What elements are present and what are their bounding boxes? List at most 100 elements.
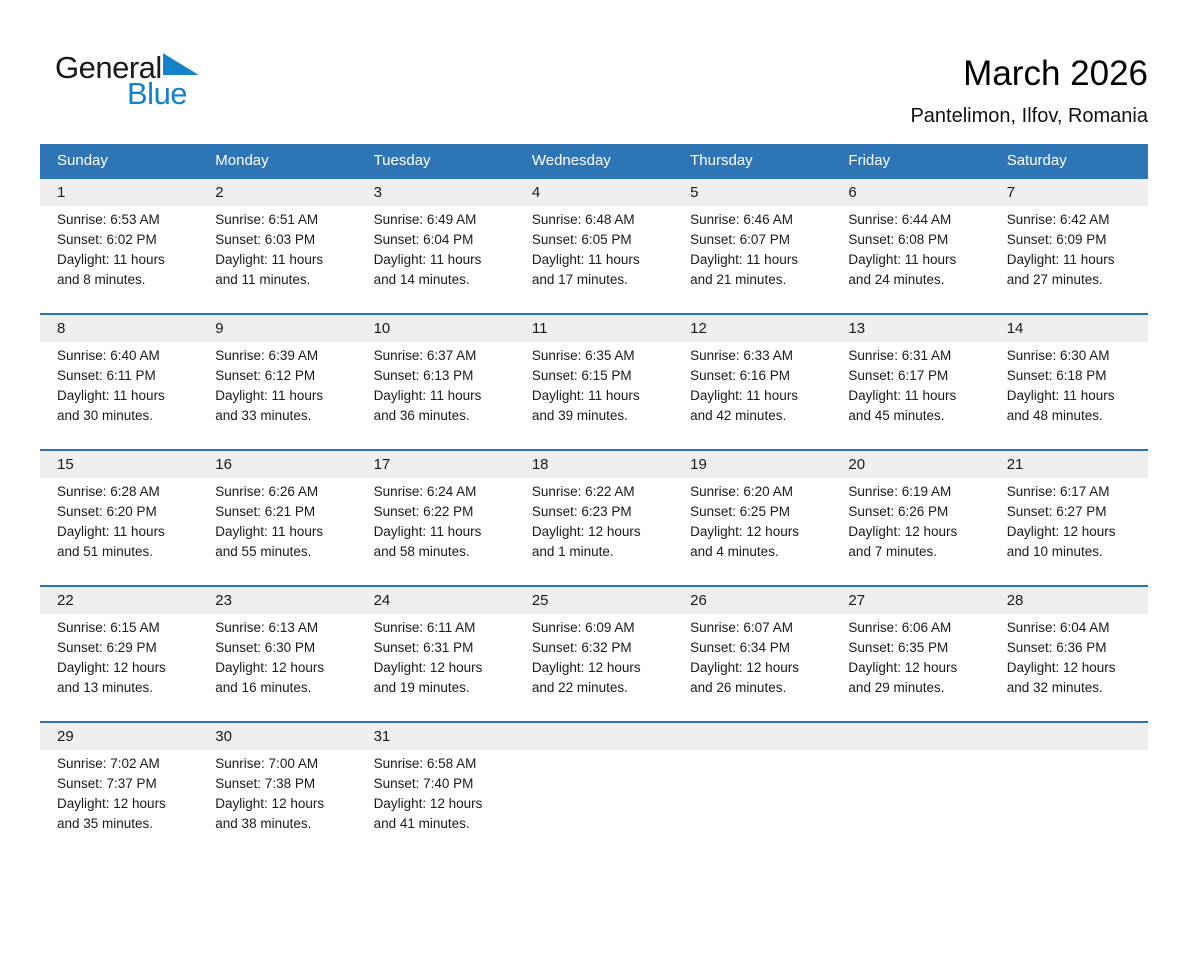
daylight-text-line1: Daylight: 12 hours [215, 796, 325, 812]
day-number-band: 22 23 24 25 26 27 28 [40, 587, 1148, 615]
sunset-text: Sunset: 6:04 PM [373, 232, 474, 248]
day-number: 13 [848, 320, 866, 338]
weekday-thursday: Thursday [690, 152, 753, 170]
daylight-text-line2: and 36 minutes. [373, 408, 470, 424]
daylight-text-line1: Daylight: 12 hours [373, 660, 483, 676]
sunrise-text: Sunrise: 6:20 AM [690, 484, 793, 500]
day-number: 25 [531, 592, 549, 610]
sunrise-text: Sunrise: 6:15 AM [57, 620, 160, 636]
day-number: 14 [1006, 320, 1024, 338]
daylight-text-line1: Daylight: 11 hours [531, 388, 640, 404]
sunset-text: Sunset: 6:29 PM [57, 640, 157, 656]
day-cell: Sunrise: 6:17 AM Sunset: 6:27 PM Daylight:… [990, 478, 1148, 562]
week-row: 22 23 24 25 26 27 28 Sunrise: 6:15 AM Sunset: 6:… [40, 585, 1148, 721]
daylight-text-line2: and 17 minutes. [531, 272, 628, 288]
daylight-text-line1: Daylight: 11 hours [531, 252, 640, 268]
day-number: 1 [57, 184, 66, 202]
daylight-text-line2: and 16 minutes. [215, 680, 312, 696]
sunrise-text: Sunrise: 6:42 AM [1006, 212, 1110, 228]
sunset-text: Sunset: 6:21 PM [215, 504, 316, 520]
daylight-text-line1: Daylight: 11 hours [1006, 388, 1115, 404]
day-number: 24 [373, 592, 391, 610]
daylight-text-line1: Daylight: 11 hours [57, 252, 165, 268]
sunset-text: Sunset: 6:22 PM [373, 504, 474, 520]
sunrise-text: Sunrise: 6:44 AM [848, 212, 952, 228]
daylight-text-line2: and 51 minutes. [57, 544, 154, 560]
sunset-text: Sunset: 6:09 PM [1006, 232, 1107, 248]
day-number: 16 [215, 456, 232, 474]
day-number: 27 [848, 592, 866, 610]
sunset-text: Sunset: 6:05 PM [531, 232, 632, 248]
daylight-text-line1: Daylight: 11 hours [690, 388, 798, 404]
page-title: March 2026 [963, 54, 1148, 93]
day-number: 6 [848, 184, 857, 202]
day-number: 3 [373, 184, 382, 202]
day-cell: Sunrise: 6:04 AM Sunset: 6:36 PM Daylight:… [990, 614, 1148, 698]
sunset-text: Sunset: 6:35 PM [848, 640, 949, 656]
sunrise-text: Sunrise: 6:28 AM [57, 484, 160, 500]
daylight-text-line1: Daylight: 11 hours [848, 252, 957, 268]
day-number: 8 [57, 320, 66, 338]
daylight-text-line2: and 1 minute. [531, 544, 614, 560]
daylight-text-line2: and 4 minutes. [690, 544, 779, 560]
daylight-text-line1: Daylight: 12 hours [531, 660, 641, 676]
day-cell: Sunrise: 6:51 AM Sunset: 6:03 PM Daylight:… [198, 206, 356, 290]
day-number: 21 [1006, 456, 1024, 474]
day-cell: Sunrise: 7:00 AM Sunset: 7:38 PM Daylight:… [198, 750, 356, 834]
daylight-text-line1: Daylight: 12 hours [373, 796, 483, 812]
day-number: 31 [373, 728, 391, 746]
logo-word-general: General [55, 50, 162, 85]
day-number: 20 [848, 456, 866, 474]
calendar-weeks: 1 2 3 4 5 6 7 Sunrise: 6:53 AM Sunset: 6:02 PM Da… [40, 177, 1148, 857]
daylight-text-line2: and 7 minutes. [848, 544, 937, 560]
weekday-header-row: Sunday Monday Tuesday Wednesday Thursday… [40, 144, 1148, 178]
day-number: 30 [215, 728, 232, 746]
daylight-text-line2: and 21 minutes. [690, 272, 787, 288]
sunrise-text: Sunrise: 6:40 AM [57, 348, 160, 364]
daylight-text-line1: Daylight: 12 hours [848, 660, 958, 676]
day-number: 22 [57, 592, 74, 610]
day-number: 19 [690, 456, 707, 474]
sunrise-text: Sunrise: 7:00 AM [215, 756, 319, 772]
day-cell: Sunrise: 6:46 AM Sunset: 6:07 PM Daylight:… [673, 206, 831, 290]
weekday-saturday: Saturday [1006, 152, 1067, 170]
day-cell [990, 750, 1148, 834]
sunrise-text: Sunrise: 6:39 AM [215, 348, 319, 364]
day-cell: Sunrise: 6:49 AM Sunset: 6:04 PM Daylight:… [357, 206, 515, 290]
daylight-text-line2: and 41 minutes. [373, 816, 470, 832]
daylight-text-line1: Daylight: 11 hours [373, 524, 482, 540]
day-cell: Sunrise: 6:37 AM Sunset: 6:13 PM Daylight:… [357, 342, 515, 426]
weekday-sunday: Sunday [57, 152, 108, 170]
logo-text-general: General [55, 52, 199, 83]
day-cell [673, 750, 831, 834]
day-number: 7 [1006, 184, 1016, 202]
daylight-text-line1: Daylight: 12 hours [690, 524, 799, 540]
sunrise-text: Sunrise: 6:58 AM [373, 756, 477, 772]
day-cell: Sunrise: 6:22 AM Sunset: 6:23 PM Daylight:… [515, 478, 673, 562]
sunrise-text: Sunrise: 6:19 AM [848, 484, 952, 500]
sunset-text: Sunset: 6:26 PM [848, 504, 949, 520]
day-number: 29 [57, 728, 74, 746]
day-cell: Sunrise: 6:28 AM Sunset: 6:20 PM Daylight:… [40, 478, 198, 562]
daylight-text-line2: and 27 minutes. [1006, 272, 1103, 288]
day-number: 15 [57, 456, 74, 474]
sunrise-text: Sunrise: 6:48 AM [531, 212, 635, 228]
daylight-text-line1: Daylight: 12 hours [531, 524, 641, 540]
daylight-text-line2: and 26 minutes. [690, 680, 787, 696]
day-number-band: 29 30 31 [40, 723, 1148, 751]
week-body: Sunrise: 6:15 AM Sunset: 6:29 PM Daylight:… [40, 614, 1148, 721]
daylight-text-line2: and 11 minutes. [215, 272, 311, 288]
sunset-text: Sunset: 6:18 PM [1006, 368, 1107, 384]
calendar-table: Sunday Monday Tuesday Wednesday Thursday… [40, 144, 1148, 857]
page-header: General Blue March 2026 Pantelimon, Ilfo… [40, 52, 1148, 128]
weekday-monday: Monday [215, 152, 269, 170]
daylight-text-line1: Daylight: 12 hours [848, 524, 958, 540]
sunrise-text: Sunrise: 6:06 AM [848, 620, 952, 636]
day-cell [515, 750, 673, 834]
day-cell: Sunrise: 6:40 AM Sunset: 6:11 PM Daylight:… [40, 342, 198, 426]
day-cell: Sunrise: 6:53 AM Sunset: 6:02 PM Daylight:… [40, 206, 198, 290]
day-number: 12 [690, 320, 707, 338]
sunset-text: Sunset: 6:02 PM [57, 232, 157, 248]
page-location: Pantelimon, Ilfov, Romania [910, 105, 1148, 128]
sunset-text: Sunset: 6:32 PM [531, 640, 632, 656]
